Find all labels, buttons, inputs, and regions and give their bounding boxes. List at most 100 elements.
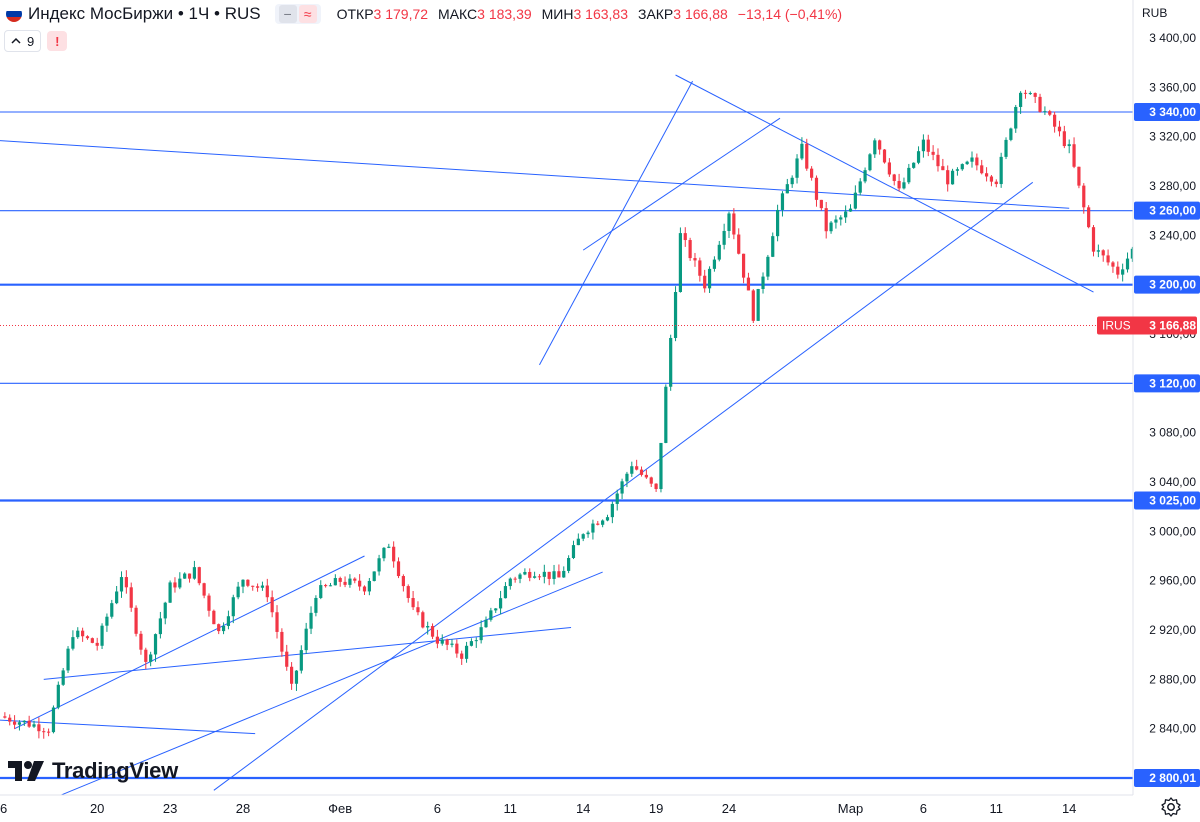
settings-icon[interactable]	[1160, 796, 1182, 818]
candle-body	[562, 570, 566, 578]
candle-body	[688, 240, 692, 259]
candle-body	[445, 639, 449, 645]
candle-body	[1116, 266, 1120, 275]
candle-body	[207, 595, 211, 611]
candle-body	[678, 233, 682, 293]
candle-body	[1009, 128, 1013, 140]
candle-body	[343, 581, 347, 585]
candle-body	[586, 532, 590, 535]
candle-body	[795, 158, 799, 178]
candle-body	[513, 578, 517, 580]
candle-body	[469, 641, 474, 646]
candle-body	[1043, 111, 1047, 113]
level-tag-bg	[1134, 103, 1200, 121]
candle-body	[1053, 114, 1057, 127]
candle-body	[105, 616, 109, 626]
candle-body	[212, 610, 216, 625]
time-tick-label: 20	[90, 801, 104, 816]
trendline	[675, 74, 1094, 293]
minus-icon[interactable]: −	[278, 5, 297, 23]
candle-body	[158, 618, 162, 635]
candle-body	[1028, 93, 1032, 95]
symbol-title[interactable]: Индекс МосБиржи • 1Ч • RUS	[28, 4, 261, 23]
current-symbol-label: IRUS	[1102, 319, 1131, 333]
candle-body	[970, 157, 974, 162]
candle-body	[260, 585, 265, 588]
tradingview-logo[interactable]: TradingView	[8, 758, 178, 784]
time-tick-label: 16	[0, 801, 7, 816]
candle-body	[960, 164, 964, 170]
candle-body	[785, 184, 789, 194]
russia-flag-icon	[6, 6, 22, 22]
candle-body	[338, 578, 342, 582]
approx-icon[interactable]: ≈	[298, 5, 317, 23]
candle-body	[362, 586, 367, 592]
candle-body	[868, 154, 872, 171]
trendline	[14, 555, 365, 730]
candle-body	[1019, 92, 1023, 107]
level-price-tag: 3 025,00	[1134, 491, 1200, 510]
candle-body	[236, 586, 240, 598]
candle-body	[1101, 250, 1105, 256]
ohlc-item: ОТКР3 179,72	[337, 6, 428, 22]
candle-body	[955, 169, 960, 171]
candle-body	[916, 151, 921, 163]
warning-icon[interactable]: !	[47, 31, 68, 51]
candle-body	[353, 578, 357, 581]
candle-body	[605, 517, 610, 521]
level-price-tag: 2 800,01	[1134, 769, 1200, 787]
time-tick-label: Фев	[328, 801, 352, 816]
ohlc-item: ЗАКР3 166,88	[638, 6, 728, 22]
candle-body	[848, 208, 853, 212]
ohlc-item: −13,14 (−0,41%)	[738, 6, 842, 22]
candle-body	[1067, 144, 1071, 147]
level-tag-text: 3 025,00	[1149, 494, 1196, 508]
candle-body	[71, 637, 75, 649]
candle-body	[897, 180, 901, 189]
candle-body	[664, 386, 668, 443]
candle-body	[1125, 258, 1130, 270]
candle-body	[912, 162, 916, 168]
candle-body	[173, 582, 177, 588]
candle-body	[994, 181, 998, 185]
candle-body	[333, 578, 337, 586]
candle-body	[416, 607, 420, 613]
level-tag-bg	[1134, 374, 1200, 393]
candle-body	[1048, 111, 1052, 115]
candle-body	[124, 577, 128, 588]
candle-body	[902, 182, 906, 189]
candle-body	[1014, 106, 1018, 129]
candle-body	[965, 161, 969, 165]
candle-body	[907, 167, 911, 183]
price-axis[interactable]: RUB 3 400,00 3 360,00 3 320,00 3 280,00 3 240…	[1097, 0, 1200, 822]
current-price-value: 3 166,88	[1149, 319, 1196, 333]
candle-body	[722, 230, 726, 245]
candle-body	[426, 626, 430, 628]
time-axis[interactable]: 16 20 23 28 Фев 6 11 14 19 24 Мар 6 11 14	[0, 794, 1133, 822]
time-tick-label: 19	[649, 801, 663, 816]
ohlc-value: 3 183,39	[477, 6, 532, 22]
candle-body	[328, 585, 333, 587]
candle-body	[163, 602, 167, 619]
candle-body	[119, 577, 124, 592]
candle-body	[727, 213, 731, 231]
candle-body	[810, 168, 814, 178]
level-price-tag: 3 260,00	[1134, 201, 1200, 220]
candle-body	[430, 626, 435, 637]
candle-body	[790, 177, 794, 185]
ohlc-value: 3 163,83	[573, 6, 628, 22]
candle-body	[42, 731, 46, 733]
candle-body	[542, 571, 546, 577]
candle-body	[751, 290, 755, 321]
level-tag-text: 3 200,00	[1149, 278, 1196, 292]
candle-body	[644, 474, 648, 478]
candle-body	[309, 612, 313, 629]
candle-body	[620, 481, 624, 494]
candle-body	[421, 612, 425, 628]
candle-body	[56, 684, 60, 708]
indicators-toggle[interactable]: 9	[4, 30, 42, 52]
candle-body	[401, 576, 405, 587]
current-price-bg	[1097, 316, 1197, 335]
ohlc-label: ЗАКР	[637, 6, 674, 22]
